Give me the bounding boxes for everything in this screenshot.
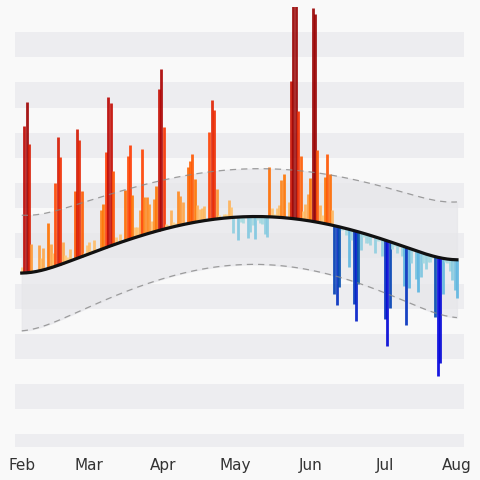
Bar [14, 284, 464, 309]
Bar [14, 233, 464, 258]
Bar [14, 384, 464, 409]
Bar [14, 32, 464, 57]
Bar [14, 0, 464, 7]
Bar [14, 434, 464, 459]
Bar [14, 132, 464, 158]
Bar [14, 334, 464, 359]
Bar [14, 83, 464, 108]
Bar [14, 183, 464, 208]
